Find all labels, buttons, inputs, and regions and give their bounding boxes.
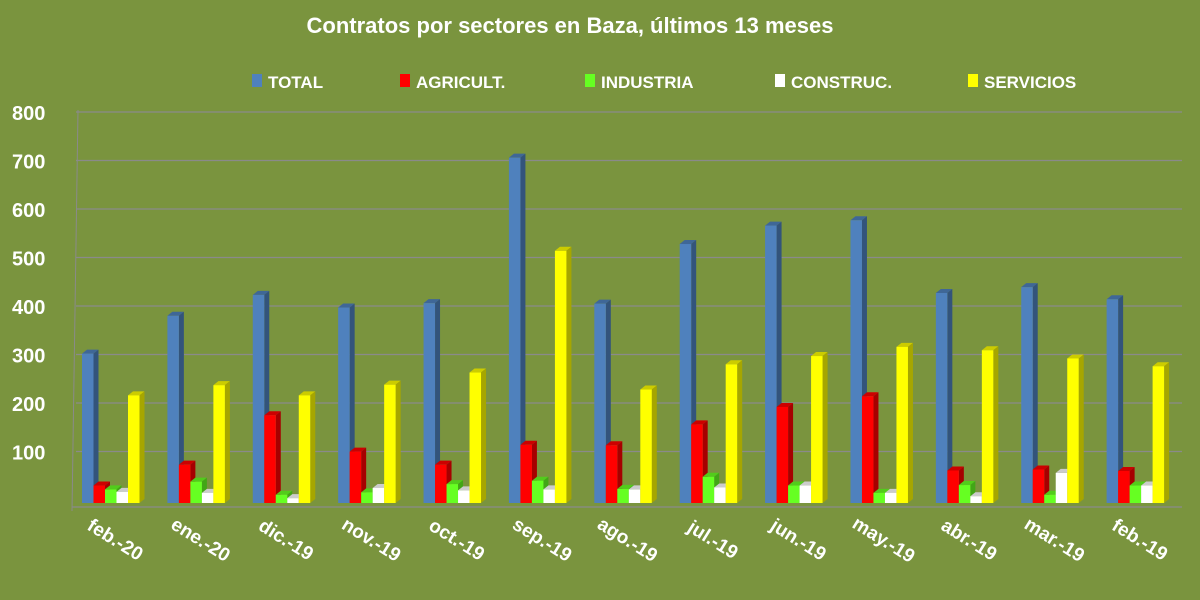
x-tick-label: sep.-19	[509, 514, 576, 567]
bar-servicios-may.-19	[896, 342, 913, 503]
x-tick-label: jun.-19	[766, 515, 830, 566]
bar-group-feb.-19	[1106, 295, 1170, 503]
legend-swatch	[252, 74, 262, 87]
bars	[82, 153, 1170, 504]
bar-agricult-dic.-19	[264, 411, 281, 503]
legend-swatch	[968, 74, 978, 87]
bar-group-oct.-19	[423, 299, 487, 503]
y-tick-label: 700	[12, 152, 45, 174]
bar-group-jun.-19	[765, 221, 828, 503]
bar-servicios-jun.-19	[811, 352, 828, 503]
gridlines	[71, 109, 1182, 512]
bar-servicios-nov.-19	[384, 380, 401, 503]
bar-total-feb.-20	[82, 349, 99, 503]
x-tick-label: abr.-19	[937, 515, 1000, 565]
bar-group-mar.-19	[1021, 283, 1084, 503]
x-axis: feb.-20 ene.-20 dic.-19 nov.-19 oct.-19 sep.-…	[83, 513, 1171, 568]
bar-agricult-nov.-19	[349, 447, 367, 503]
bar-group-jul.-19	[679, 240, 743, 503]
bar-total-abr.-19	[935, 288, 953, 503]
bar-group-dic.-19	[252, 290, 316, 503]
y-axis: 100 200 300 400 500 600 700 800	[12, 103, 45, 465]
legend-label: AGRICULT.	[416, 73, 505, 92]
legend-swatch	[400, 74, 410, 87]
legend-item-construc: CONSTRUC.	[775, 73, 892, 92]
bar-servicios-ago.-19	[640, 385, 657, 503]
legend-label: SERVICIOS	[984, 73, 1076, 92]
y-axis-line	[71, 109, 79, 512]
chart-title: Contratos por sectores en Baza, últimos …	[307, 13, 834, 38]
bar-group-sep.-19	[508, 153, 572, 504]
legend-item-total: TOTAL	[252, 73, 323, 92]
x-tick-label: mar.-19	[1020, 514, 1088, 567]
legend-item-industria: INDUSTRIA	[585, 73, 694, 92]
bar-total-oct.-19	[423, 299, 441, 503]
x-tick-label: dic.-19	[255, 515, 317, 565]
bar-servicios-sep.-19	[554, 246, 572, 504]
legend-swatch	[585, 74, 595, 87]
x-tick-label: feb.-19	[1108, 515, 1171, 565]
x-tick-label: jul.-19	[683, 516, 742, 563]
bar-total-feb.-19	[1106, 295, 1124, 503]
x-tick-label: nov.-19	[338, 514, 404, 566]
bar-total-mar.-19	[1021, 283, 1038, 503]
bar-group-may.-19	[850, 216, 913, 503]
x-tick-label: ene.-20	[167, 514, 234, 567]
x-tick-label: may.-19	[848, 513, 918, 568]
legend: TOTAL AGRICULT. INDUSTRIA CONSTRUC. SERVICIO…	[252, 73, 1076, 92]
legend-item-agricult: AGRICULT.	[400, 73, 505, 92]
bar-servicios-jul.-19	[725, 360, 743, 503]
bar-servicios-dic.-19	[298, 391, 316, 503]
legend-label: TOTAL	[268, 73, 323, 92]
y-tick-label: 300	[12, 346, 45, 368]
y-tick-label: 600	[12, 200, 45, 222]
x-tick-label: feb.-20	[83, 515, 146, 565]
y-tick-label: 800	[12, 103, 45, 125]
bar-agricult-may.-19	[861, 392, 879, 503]
x-tick-label: oct.-19	[425, 515, 488, 565]
x-tick-label: ago.-19	[593, 514, 661, 567]
bar-group-feb.-20	[82, 349, 145, 503]
y-tick-label: 500	[12, 249, 45, 271]
y-tick-label: 200	[12, 394, 45, 416]
legend-label: INDUSTRIA	[601, 73, 694, 92]
legend-label: CONSTRUC.	[791, 73, 892, 92]
bar-group-abr.-19	[935, 288, 999, 503]
y-tick-label: 100	[12, 443, 45, 465]
bar-servicios-abr.-19	[981, 346, 999, 503]
legend-swatch	[775, 74, 785, 87]
bar-agricult-jun.-19	[776, 402, 794, 503]
bar-servicios-mar.-19	[1067, 354, 1084, 503]
bar-servicios-ene.-20	[213, 381, 230, 503]
legend-item-servicios: SERVICIOS	[968, 73, 1076, 92]
bar-group-ago.-19	[594, 299, 657, 503]
bar-group-ene.-20	[167, 311, 230, 503]
y-tick-label: 400	[12, 297, 45, 319]
bar-servicios-oct.-19	[469, 368, 487, 503]
bar-servicios-feb.-20	[128, 391, 145, 503]
bar-agricult-ago.-19	[605, 441, 623, 503]
bar-group-nov.-19	[338, 303, 401, 503]
bar-total-sep.-19	[508, 153, 526, 503]
bar-total-ene.-20	[167, 311, 184, 503]
bar-servicios-feb.-19	[1152, 362, 1170, 503]
